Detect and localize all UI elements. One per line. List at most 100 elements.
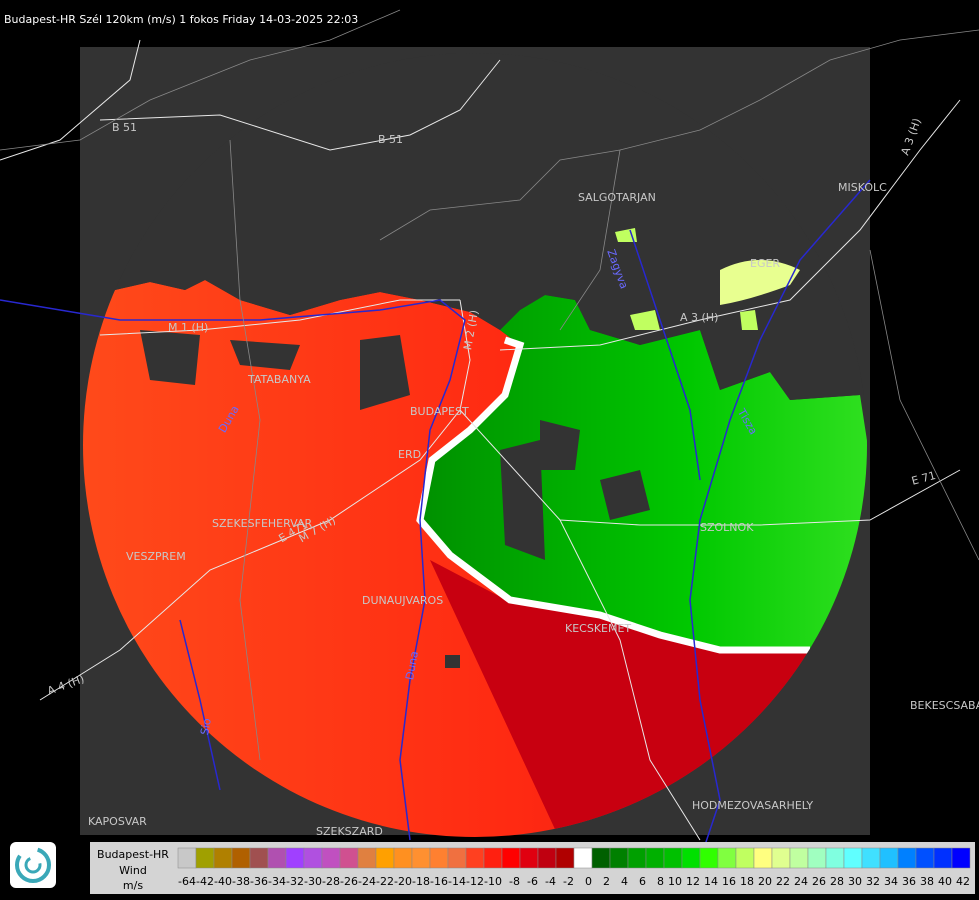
logo-swirl [24,856,42,874]
legend-swatch [807,847,827,869]
legend-swatch [375,847,395,869]
legend-step-label: -22 [376,875,394,888]
legend-swatch [879,847,899,869]
city-label: ERD [398,448,421,461]
road-label: E 71 [910,469,937,488]
river-label: Sio [198,717,214,736]
legend-step-label: -28 [322,875,340,888]
no-echo-area [83,53,867,400]
legend-swatch [393,847,413,869]
legend-swatch [663,847,683,869]
legend-step-label: -14 [448,875,466,888]
legend-step-label: -8 [509,875,520,888]
title: Budapest-HR Szél 120km (m/s) 1 fokos Fri… [4,13,358,26]
road-label: B 51 [378,133,403,146]
legend-step-label: 32 [866,875,880,888]
legend-swatch [591,847,611,869]
legend-step-label: 24 [794,875,808,888]
legend-swatch [321,847,341,869]
legend-swatch [267,847,287,869]
legend-swatch [915,847,935,869]
legend-swatch [555,847,575,869]
logo-swirl [15,847,51,883]
legend-step-label: 36 [902,875,916,888]
river-label: Duna [403,650,421,681]
legend-step-label: -2 [563,875,574,888]
legend-step-label: -4 [545,875,556,888]
city-label: TATABANYA [247,373,311,386]
legend-unit: m/s [123,879,143,892]
legend-step-label: 8 [657,875,664,888]
legend-step-label: -6 [527,875,538,888]
legend-swatch [303,847,323,869]
legend-step-label: 12 [686,875,700,888]
borders [0,9,979,761]
legend-step-label: -40 [214,875,232,888]
legend-step-label: -64 [178,875,196,888]
legend-step-label: -30 [304,875,322,888]
legend-swatch [177,847,197,869]
legend-swatch [519,847,539,869]
legend-station: Budapest-HR [97,848,169,861]
echo-cell [615,228,758,330]
legend-step-label: -16 [430,875,448,888]
city-label: BUDAPEST [410,405,469,418]
legend-swatch [933,847,953,869]
legend-swatch [609,847,629,869]
city-label: VESZPREM [126,550,186,563]
legend-swatch [699,847,719,869]
legend-step-label: 16 [722,875,736,888]
legend-step-label: -34 [268,875,286,888]
echo-cell [720,260,800,305]
city-label: EGER [750,257,780,270]
legend-swatch [213,847,233,869]
legend-step-label: -12 [466,875,484,888]
legend-swatch [249,847,269,869]
legend-swatch [231,847,251,869]
legend-swatch [951,847,971,869]
road-label: A 3 (H) [680,311,718,324]
legend-step-label: -10 [484,875,502,888]
legend-step-label: -20 [394,875,412,888]
legend-swatch [465,847,485,869]
city-label: SALGOTARJAN [578,191,656,204]
city-label: SZEKSZARD [316,825,383,838]
legend-swatch [411,847,431,869]
legend-swatch [753,847,773,869]
rivers [0,179,871,861]
legend-swatch [627,847,647,869]
legend-step-label: 20 [758,875,772,888]
legend-step-label: 4 [621,875,628,888]
legend-swatch [861,847,881,869]
legend-step-label: 6 [639,875,646,888]
legend-swatch [771,847,791,869]
legend-swatch [285,847,305,869]
road-label: M 1 (H) [168,321,208,334]
legend-step-label: 22 [776,875,790,888]
legend-step-label: 30 [848,875,862,888]
legend-step-label: -38 [232,875,250,888]
legend-step-label: 28 [830,875,844,888]
legend-step-label: 0 [585,875,592,888]
road-label: B 51 [112,121,137,134]
legend-step-label: 18 [740,875,754,888]
echo-gaps [140,330,650,668]
city-label: HODMEZOVASARHELY [692,799,813,812]
legend-step-label: 42 [956,875,970,888]
city-label: KAPOSVAR [88,815,147,828]
legend-step-label: 10 [668,875,682,888]
legend-swatch [897,847,917,869]
legend-swatch [573,847,593,869]
legend-swatch [681,847,701,869]
legend-swatch [429,847,449,869]
legend-quantity: Wind [119,864,147,877]
city-label: MISKOLC [838,181,887,194]
legend-step-label: 40 [938,875,952,888]
legend-swatch [789,847,809,869]
city-label: KECSKEMET [565,622,631,635]
legend-step-label: 26 [812,875,826,888]
city-label: BEKESCSABA [910,699,979,712]
legend-step-label: 38 [920,875,934,888]
legend-swatch [447,847,467,869]
receding-echo [420,295,867,650]
